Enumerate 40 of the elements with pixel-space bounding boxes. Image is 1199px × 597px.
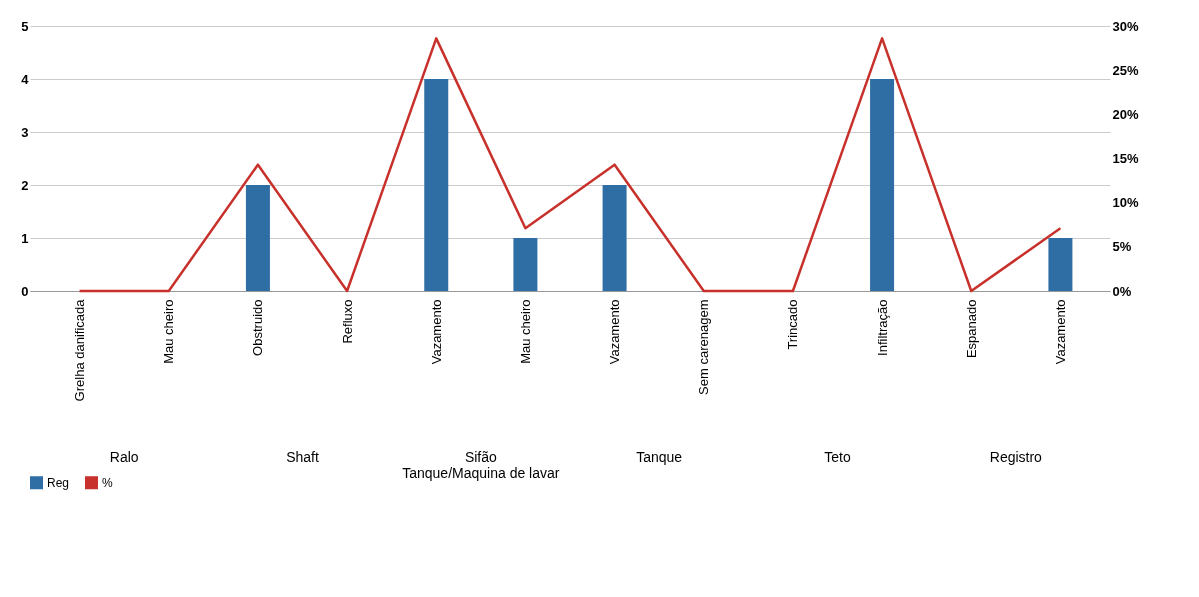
text: Ralo xyxy=(109,449,139,465)
x-tick-label: Obstruido xyxy=(250,299,266,356)
legend-label: % xyxy=(102,475,113,490)
x-tick-label: Grelha danificada xyxy=(72,298,88,402)
bar xyxy=(602,185,627,291)
y2-tick-label: 0% xyxy=(1112,283,1132,299)
text: Sifão Tanque/Maquina de lavar xyxy=(402,449,560,481)
bar xyxy=(1048,238,1073,291)
y2-tick-label: 30% xyxy=(1112,18,1139,34)
line-series xyxy=(78,37,1062,293)
y2-tick-label: 10% xyxy=(1112,195,1139,211)
y-tick-label: 4 xyxy=(21,71,30,87)
y-tick-label: 1 xyxy=(21,230,29,246)
text: Shaft xyxy=(286,449,319,465)
y2-tick-label: 25% xyxy=(1112,62,1139,78)
y2-tick-label: 5% xyxy=(1112,239,1132,255)
x-tick-label: Mau cheiro xyxy=(517,299,533,364)
x-tick-label: Mau cheiro xyxy=(161,299,177,364)
bar xyxy=(870,79,895,291)
x-tick-label: Espanado xyxy=(963,299,979,359)
x-tick-label: Infiltração xyxy=(874,299,890,356)
text: Tanque xyxy=(636,449,683,465)
bar xyxy=(424,79,449,291)
legend-label: Reg xyxy=(47,475,70,490)
bar xyxy=(245,185,270,291)
text: Registro xyxy=(989,449,1043,465)
x-tick-label: Refluxo xyxy=(339,299,355,344)
x-tick-label: Trincado xyxy=(785,299,801,350)
x-tick-label: Vazamento xyxy=(428,299,444,365)
y-tick-label: 3 xyxy=(21,124,29,140)
x-tick-label: Vazamento xyxy=(607,299,623,365)
y2-tick-label: 15% xyxy=(1112,151,1139,166)
y-tick-label: 0 xyxy=(21,283,29,299)
x-tick-label: Vazamento xyxy=(1052,299,1068,365)
x-tick-label: Sem carenagem xyxy=(696,299,712,395)
bar xyxy=(513,238,538,291)
y-tick-label: 2 xyxy=(21,177,29,193)
y2-tick-label: 20% xyxy=(1112,106,1139,122)
text: Teto xyxy=(824,449,851,465)
y-tick-label: 5 xyxy=(21,18,29,34)
